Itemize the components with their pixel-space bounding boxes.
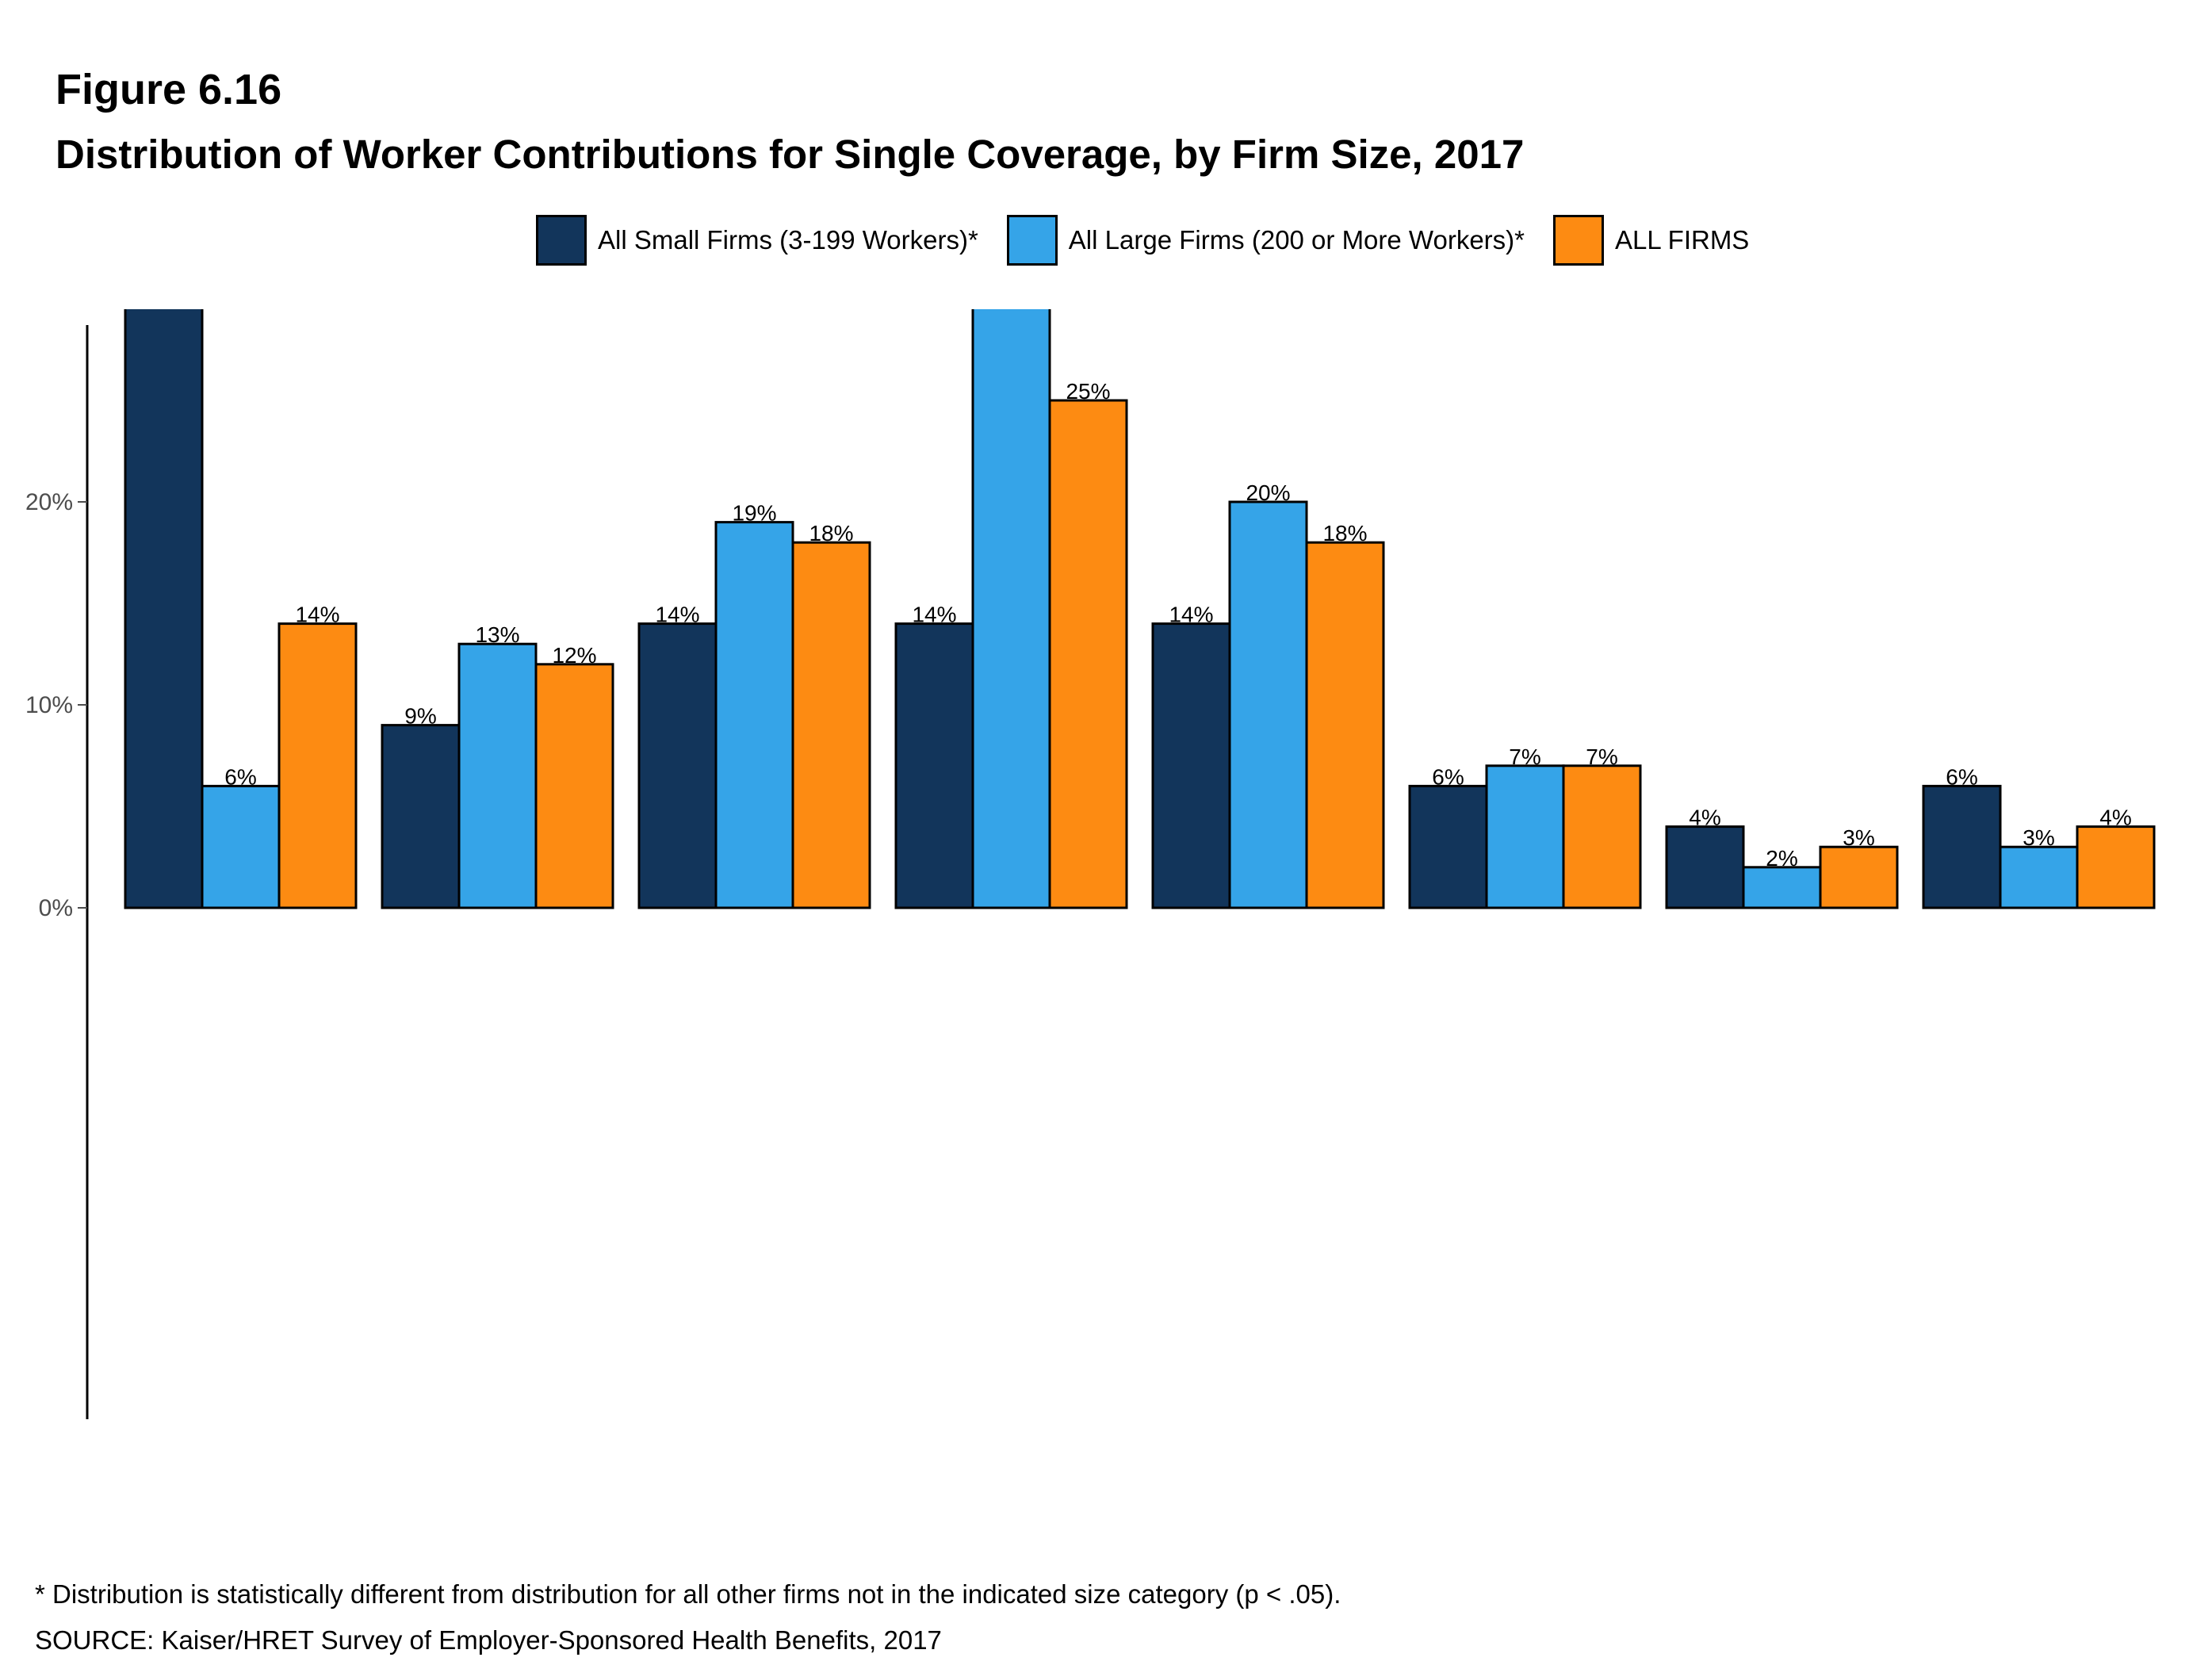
bar-2-series-2 (457, 642, 538, 909)
value-label-4-series-1: 14% (912, 603, 956, 627)
bar-1-series-3 (277, 622, 358, 909)
value-label-8-series-3: 4% (2099, 806, 2131, 830)
bar-2-series-1 (381, 724, 461, 909)
y-tick-label-2: 20% (25, 489, 73, 515)
value-label-2-series-2: 13% (475, 622, 519, 647)
value-label-1-series-3: 14% (295, 603, 339, 627)
value-label-8-series-2: 3% (2023, 825, 2054, 850)
bar-4-series-2 (971, 309, 1051, 909)
legend-label-1: All Small Firms (3-199 Workers)* (598, 225, 978, 255)
bar-1-series-1 (124, 309, 204, 909)
bar-7-series-1 (1665, 825, 1745, 909)
bar-6-series-2 (1485, 764, 1565, 909)
bar-8-series-3 (2076, 825, 2156, 909)
bar-5-series-1 (1151, 622, 1231, 909)
y-tick-label-3: 30% (25, 309, 73, 312)
bar-4-series-3 (1048, 399, 1128, 909)
bar-5-series-2 (1228, 500, 1308, 909)
legend-swatch-3 (1553, 215, 1604, 266)
bar-3-series-1 (637, 622, 718, 909)
legend-swatch-2 (1006, 215, 1058, 266)
value-label-3-series-2: 19% (732, 501, 776, 526)
chart-title: Distribution of Worker Contributions for… (55, 132, 1525, 177)
value-label-3-series-3: 18% (809, 521, 853, 545)
bar-5-series-3 (1305, 541, 1385, 909)
legend-item-2: All Large Firms (200 or More Workers)* (1006, 215, 1525, 266)
value-label-4-series-3: 25% (1066, 379, 1110, 404)
legend-label-2: All Large Firms (200 or More Workers)* (1068, 225, 1525, 255)
value-label-5-series-3: 18% (1322, 521, 1367, 545)
bar-2-series-3 (534, 663, 614, 909)
bar-4-series-1 (894, 622, 974, 909)
value-label-1-series-2: 6% (224, 764, 256, 789)
legend: All Small Firms (3-199 Workers)* All Larg… (536, 210, 1778, 270)
bar-7-series-2 (1742, 866, 1822, 909)
value-label-6-series-1: 6% (1432, 764, 1464, 789)
legend-item-1: All Small Firms (3-199 Workers)* (536, 215, 978, 266)
bar-7-series-3 (1819, 845, 1899, 909)
value-label-7-series-3: 3% (1843, 825, 1874, 850)
figure-label: Figure 6.16 (55, 66, 282, 113)
legend-label-3: ALL FIRMS (1615, 225, 1750, 255)
value-label-2-series-3: 12% (552, 643, 596, 668)
value-label-7-series-2: 2% (1766, 846, 1797, 871)
bar-chart: 0%10%20%30%40%50%33%6%14%$09%13%12%$1 - … (25, 309, 2156, 1419)
value-label-3-series-1: 14% (655, 603, 699, 627)
value-label-7-series-1: 4% (1689, 806, 1720, 830)
y-tick-label-0: 0% (39, 895, 73, 921)
bar-3-series-3 (791, 541, 871, 909)
bar-6-series-1 (1408, 784, 1488, 909)
value-label-6-series-2: 7% (1509, 744, 1540, 769)
value-label-6-series-3: 7% (1586, 744, 1617, 769)
value-label-5-series-2: 20% (1246, 480, 1290, 505)
legend-item-3: ALL FIRMS (1553, 215, 1749, 266)
value-label-5-series-1: 14% (1169, 603, 1213, 627)
bar-3-series-2 (714, 521, 794, 909)
source-note: SOURCE: Kaiser/HRET Survey of Employer-S… (35, 1625, 942, 1655)
legend-swatch-1 (536, 215, 587, 266)
bar-1-series-2 (201, 784, 281, 909)
footnote: * Distribution is statistically differen… (35, 1579, 1341, 1609)
bar-8-series-2 (1999, 845, 2079, 909)
y-tick-label-1: 10% (25, 692, 73, 718)
value-label-8-series-1: 6% (1946, 764, 1977, 789)
bar-6-series-3 (1562, 764, 1642, 909)
value-label-2-series-1: 9% (404, 704, 436, 729)
bar-8-series-1 (1922, 784, 2002, 909)
